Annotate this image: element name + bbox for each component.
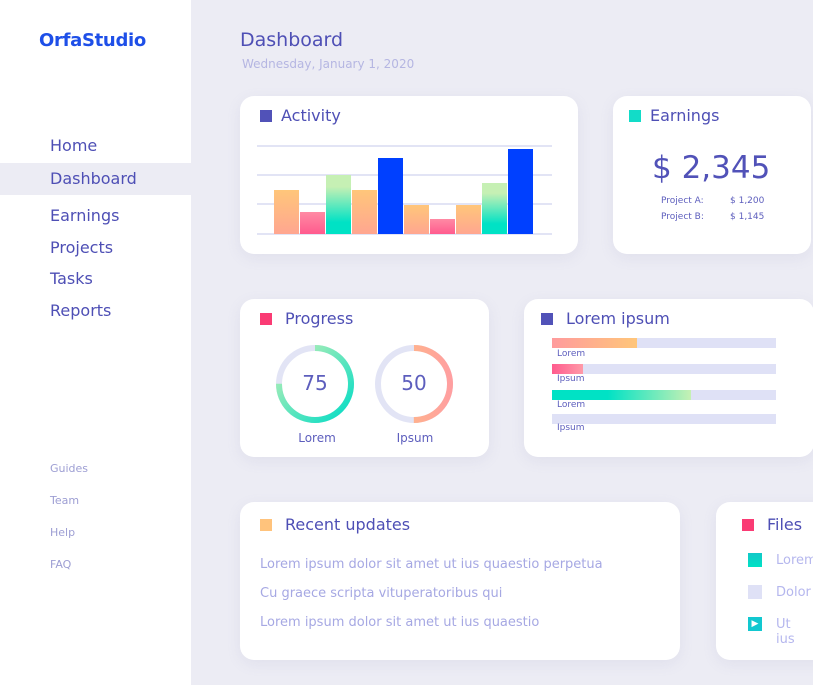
project-b-label: Project B: bbox=[661, 212, 704, 222]
update-item[interactable]: Cu graece scripta vituperatoribus qui bbox=[260, 586, 503, 601]
files-title: Files bbox=[767, 515, 803, 534]
grid-line bbox=[257, 233, 552, 235]
project-a-label: Project A: bbox=[661, 196, 704, 206]
activity-title: Activity bbox=[281, 106, 341, 125]
updates-square-icon bbox=[260, 519, 272, 531]
progress-bar bbox=[552, 414, 776, 424]
bar-label: Ipsum bbox=[557, 374, 585, 384]
sidebar-item-earnings[interactable]: Earnings bbox=[50, 206, 120, 225]
file-item[interactable]: Ut ius bbox=[776, 617, 795, 647]
progress-square-icon bbox=[260, 313, 272, 325]
grid-line bbox=[257, 145, 552, 147]
recent-updates-card bbox=[240, 502, 680, 660]
bar-label: Lorem bbox=[557, 349, 586, 359]
progress-bar bbox=[552, 338, 776, 348]
update-item[interactable]: Lorem ipsum dolor sit amet ut ius quaest… bbox=[260, 557, 603, 572]
sidebar-link-faq[interactable]: FAQ bbox=[50, 558, 72, 571]
bar-9 bbox=[482, 182, 507, 234]
sidebar-item-tasks[interactable]: Tasks bbox=[50, 269, 93, 288]
lorem-title: Lorem ipsum bbox=[566, 309, 670, 328]
sidebar-item-home[interactable]: Home bbox=[50, 136, 98, 155]
ring-lorem bbox=[276, 345, 354, 423]
bar-6 bbox=[404, 204, 429, 234]
earnings-title: Earnings bbox=[650, 106, 720, 125]
updates-title: Recent updates bbox=[285, 515, 411, 534]
progress-rings bbox=[276, 345, 453, 423]
files-card bbox=[716, 502, 813, 660]
progress-title: Progress bbox=[285, 309, 354, 328]
bar-3 bbox=[326, 175, 351, 234]
page-date: Wednesday, January 1, 2020 bbox=[242, 57, 415, 71]
file-item[interactable]: Dolor bbox=[776, 585, 811, 600]
lorem-ipsum-card bbox=[524, 299, 813, 457]
image-file-icon bbox=[748, 553, 762, 567]
bar-4 bbox=[352, 190, 377, 234]
project-b-value: $ 1,145 bbox=[730, 212, 765, 222]
update-item[interactable]: Lorem ipsum dolor sit amet ut ius quaest… bbox=[260, 615, 540, 630]
progress-label-ipsum: Ipsum bbox=[396, 431, 434, 445]
sidebar-link-help[interactable]: Help bbox=[50, 526, 76, 539]
progress-bar bbox=[552, 364, 776, 374]
bar-7 bbox=[430, 219, 455, 234]
progress-bar bbox=[552, 390, 776, 400]
sidebar: OrfaStudio Home Dashboard Earnings Proje… bbox=[0, 0, 191, 685]
sidebar-item-projects[interactable]: Projects bbox=[50, 238, 114, 257]
bar-8 bbox=[456, 204, 481, 234]
page-title: Dashboard bbox=[240, 29, 344, 51]
progress-value-ipsum: 50 bbox=[401, 371, 427, 395]
progress-value-lorem: 75 bbox=[302, 371, 328, 395]
ring-ipsum bbox=[375, 345, 453, 423]
files-square-icon bbox=[742, 519, 754, 531]
bar-label: Ipsum bbox=[557, 423, 585, 433]
earnings-card bbox=[613, 96, 811, 254]
activity-square-icon bbox=[260, 110, 272, 122]
sidebar-item-dashboard[interactable]: Dashboard bbox=[0, 163, 191, 195]
sidebar-link-guides[interactable]: Guides bbox=[50, 462, 89, 475]
lorem-square-icon bbox=[541, 313, 553, 325]
sidebar-link-team[interactable]: Team bbox=[50, 494, 80, 507]
project-a-value: $ 1,200 bbox=[730, 196, 765, 206]
file-item[interactable]: Lorem bbox=[776, 553, 813, 568]
grid-line bbox=[257, 174, 552, 176]
earnings-square-icon bbox=[629, 110, 641, 122]
bar-10 bbox=[508, 148, 533, 234]
bar-5 bbox=[378, 157, 403, 234]
earnings-total: $ 2,345 bbox=[652, 150, 771, 186]
bar-2 bbox=[300, 212, 325, 234]
progress-label-lorem: Lorem bbox=[298, 431, 336, 445]
logo[interactable]: OrfaStudio bbox=[39, 30, 146, 51]
activity-chart bbox=[274, 146, 544, 234]
bar-1 bbox=[274, 190, 299, 234]
document-file-icon bbox=[748, 585, 762, 599]
bar-label: Lorem bbox=[557, 400, 586, 410]
video-file-icon: ▶ bbox=[748, 617, 762, 631]
grid-line bbox=[257, 203, 552, 205]
sidebar-item-reports[interactable]: Reports bbox=[50, 301, 112, 320]
